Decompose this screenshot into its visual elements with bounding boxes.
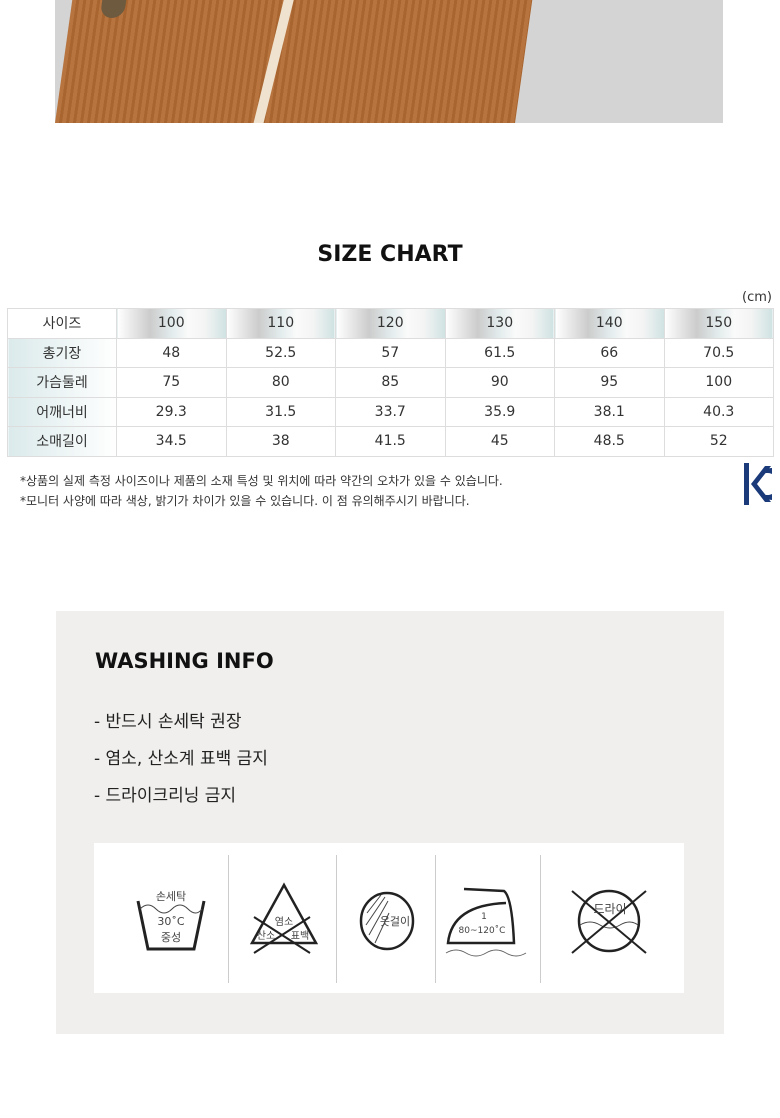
iron-icon: 1 80~120˚C	[445, 887, 527, 957]
svg-text:중성: 중성	[161, 931, 181, 944]
svg-text:염소: 염소	[275, 916, 293, 928]
table-cell: 35.9	[444, 396, 555, 427]
washing-item: - 염소, 산소계 표백 금지	[94, 749, 268, 769]
row-label: 총기장	[7, 337, 117, 368]
row-label: 어깨너비	[7, 396, 117, 427]
no-dry-clean-icon: 드라이	[571, 889, 647, 954]
corduroy-coat-image	[55, 0, 533, 123]
table-row: 소매길이 34.5 38 41.5 45 48.5 52	[7, 426, 774, 457]
header-cell: 110	[225, 308, 336, 339]
table-cell: 95	[554, 367, 665, 398]
table-cell: 29.3	[116, 396, 227, 427]
table-cell: 75	[116, 367, 227, 398]
table-cell: 70.5	[663, 337, 774, 368]
table-cell: 31.5	[225, 396, 336, 427]
svg-text:80~120˚C: 80~120˚C	[459, 925, 506, 936]
table-cell: 38	[225, 426, 336, 457]
washing-info-title: WASHING INFO	[95, 649, 274, 673]
table-cell: 48.5	[554, 426, 665, 457]
care-icons-panel: 손세탁 30˚C 중성 염소 산소 표백 옷걸이 1 80~120˚C 드라이	[94, 843, 684, 993]
table-cell: 41.5	[335, 426, 446, 457]
table-header-row: 사이즈 100 110 120 130 140 150	[7, 308, 774, 339]
no-bleach-icon: 염소 산소 표백	[249, 882, 319, 954]
svg-text:옷걸이: 옷걸이	[380, 915, 410, 928]
row-label: 소매길이	[7, 426, 117, 457]
washing-item: - 반드시 손세탁 권장	[94, 712, 242, 732]
size-table: 사이즈 100 110 120 130 140 150 총기장 48 52.5 57 6…	[7, 308, 774, 457]
note-2: *모니터 사양에 따라 색상, 밝기가 차이가 있을 수 있습니다. 이 점 유…	[20, 494, 470, 508]
header-cell: 100	[116, 308, 227, 339]
product-photo	[55, 0, 723, 123]
hand-wash-icon: 손세탁 30˚C 중성	[136, 890, 206, 951]
table-row: 가슴둘레 75 80 85 90 95 100	[7, 367, 774, 398]
table-cell: 33.7	[335, 396, 446, 427]
row-label: 가슴둘레	[7, 367, 117, 398]
table-cell: 100	[663, 367, 774, 398]
table-cell: 66	[554, 337, 665, 368]
table-cell: 85	[335, 367, 446, 398]
table-cell: 61.5	[444, 337, 555, 368]
washing-item: - 드라이크리닝 금지	[94, 786, 237, 806]
table-cell: 38.1	[554, 396, 665, 427]
table-cell: 90	[444, 367, 555, 398]
table-cell: 48	[116, 337, 227, 368]
washing-info-panel: WASHING INFO - 반드시 손세탁 권장 - 염소, 산소계 표백 금…	[56, 611, 724, 1034]
svg-text:1: 1	[481, 912, 487, 922]
header-cell: 150	[663, 308, 774, 339]
svg-text:30˚C: 30˚C	[157, 915, 184, 928]
table-cell: 80	[225, 367, 336, 398]
header-cell: 140	[554, 308, 665, 339]
table-cell: 34.5	[116, 426, 227, 457]
fur-lining	[253, 0, 294, 123]
note-1: *상품의 실제 측정 사이즈이나 제품의 소재 특성 및 위치에 따라 약간의 …	[20, 474, 503, 488]
unit-label: (cm)	[742, 290, 772, 305]
svg-text:손세탁: 손세탁	[156, 890, 186, 903]
kc-certification-icon	[744, 463, 772, 505]
table-cell: 40.3	[663, 396, 774, 427]
table-cell: 45	[444, 426, 555, 457]
table-cell: 52	[663, 426, 774, 457]
header-cell: 사이즈	[7, 308, 117, 339]
table-cell: 52.5	[225, 337, 336, 368]
header-cell: 120	[335, 308, 446, 339]
table-row: 어깨너비 29.3 31.5 33.7 35.9 38.1 40.3	[7, 396, 774, 427]
svg-text:드라이: 드라이	[593, 902, 626, 916]
hang-dry-icon: 옷걸이	[359, 891, 415, 951]
header-cell: 130	[444, 308, 555, 339]
coat-button	[99, 0, 127, 18]
size-chart-title: SIZE CHART	[317, 242, 463, 267]
svg-text:산소: 산소	[257, 930, 275, 942]
svg-text:표백: 표백	[291, 930, 309, 942]
table-row: 총기장 48 52.5 57 61.5 66 70.5	[7, 337, 774, 368]
table-cell: 57	[335, 337, 446, 368]
